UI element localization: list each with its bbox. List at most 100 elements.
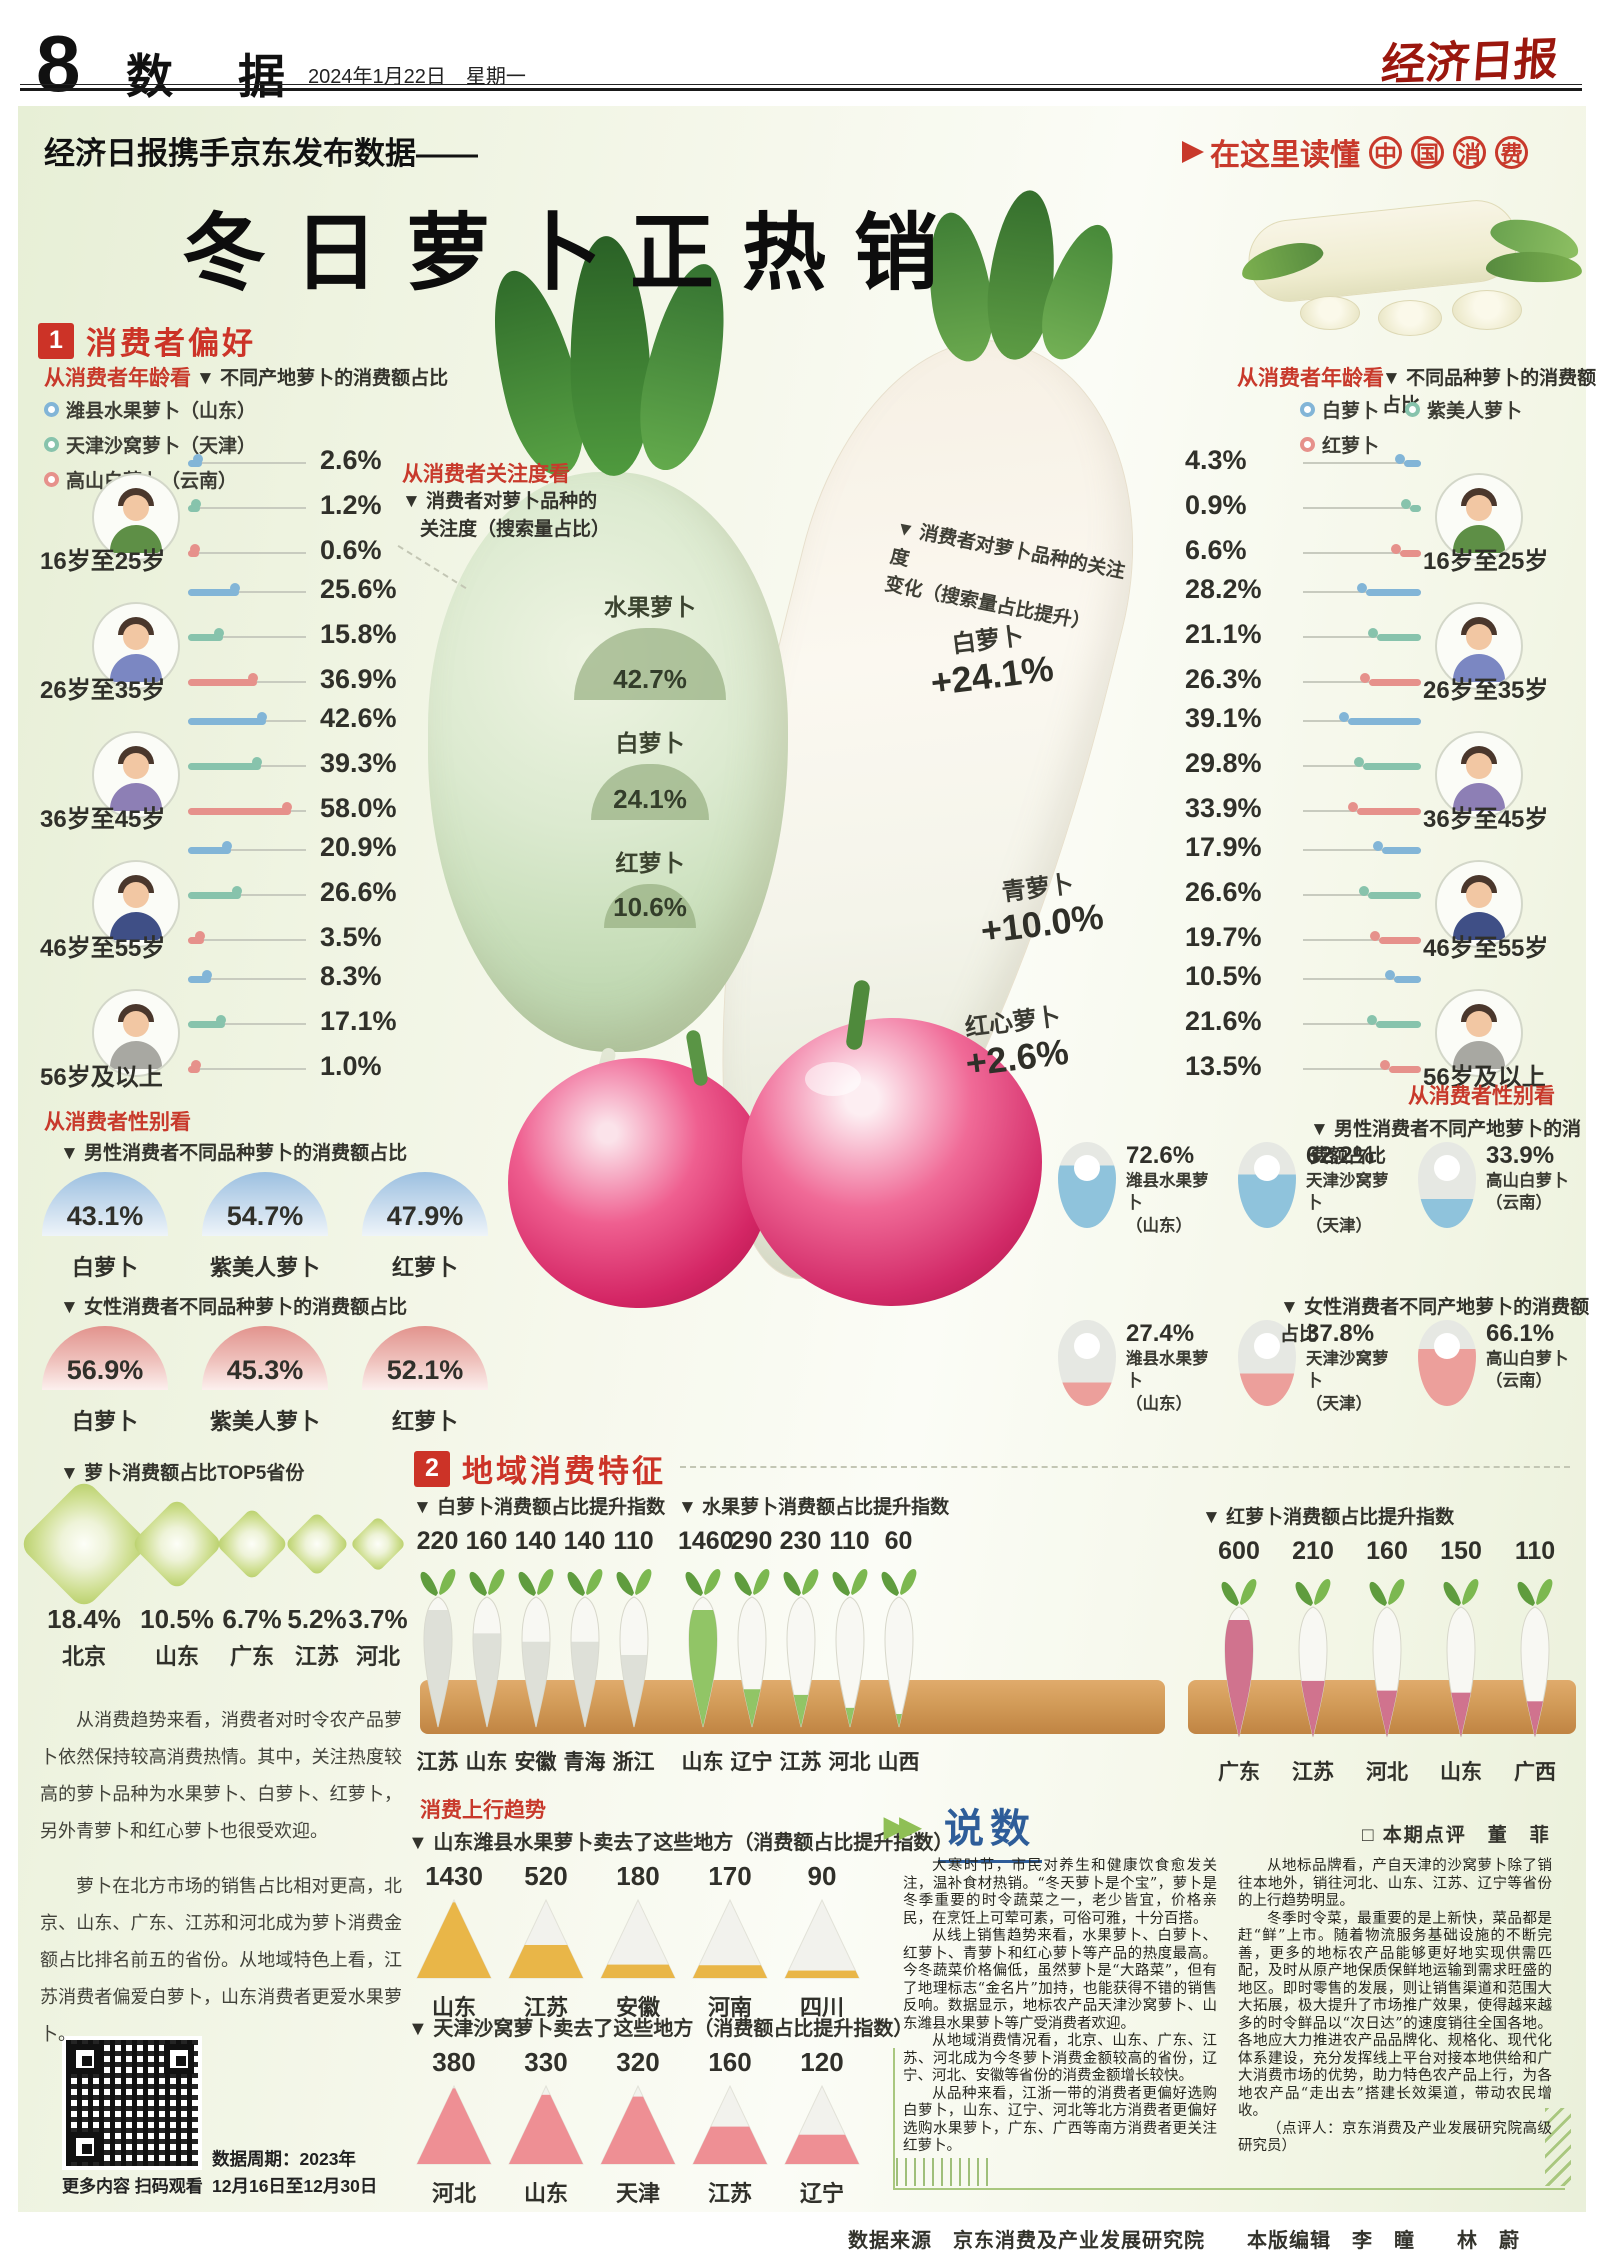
age-row [188, 672, 306, 692]
uptrend-province: 山东 [431, 1995, 476, 2020]
pin-text: 66.1% 高山白萝卜 （云南） [1486, 1320, 1569, 1415]
mountain-triangle-icon [784, 1898, 860, 1979]
weekday: 星期一 [465, 66, 526, 88]
region-index-value: 110 [829, 1527, 870, 1555]
dome-value: 52.1% [386, 1355, 464, 1385]
slogan-badge: 在这里读懂 中 国 消 费 [1182, 130, 1528, 174]
age-chart-left: 16岁至25岁 2.6% 1.2% 0.6% 26岁至35岁 25.6% 15.8% 36.9… [38, 443, 438, 1093]
pin-value: 37.8% [1306, 1320, 1375, 1347]
commentary-paragraph: 大寒时节，市民对养生和健康饮食愈发关注，温补食材热销。“冬天萝卜是个宝”，萝卜是… [903, 1858, 1217, 1927]
gender-dome: 52.1% [362, 1326, 488, 1390]
pink-radish-illustration [508, 1058, 770, 1308]
age-row-segment [1400, 550, 1421, 557]
uptrend-index-value: 520 [524, 1861, 568, 1891]
age-row [1303, 885, 1421, 905]
age-right-subtitle: ▼ 不同品种萝卜的消费额占比 [1382, 368, 1597, 416]
age-row-segment [1389, 1066, 1421, 1073]
location-pin-icon [1418, 1320, 1476, 1406]
uptrend-province: 安徽 [615, 1995, 660, 2020]
section2-title: 地域消费特征 [462, 1454, 666, 1489]
dome-label: 紫美人萝卜 [209, 1409, 320, 1434]
region-index-value: 160 [1366, 1537, 1408, 1565]
region-chart-row: 220 江苏 160 山东 140 安徽 140 青海 110 浙江 [413, 1527, 665, 1776]
uptrend-item: 320 天津 [592, 2047, 684, 2208]
top5-province-item: 10.5% 山东 [130, 1492, 224, 1671]
region-chart-title: ▼ 白萝卜消费额占比提升指数 [413, 1497, 666, 1518]
region-chart-item: 600 广东 [1202, 1537, 1276, 1786]
gender-dome-item: 47.9% 红萝卜 [362, 1172, 488, 1282]
location-pin-icon [1058, 1142, 1116, 1228]
top5-title: ▼ 萝卜消费额占比TOP5省份 [60, 1463, 305, 1484]
uptrend-index-value: 170 [708, 1861, 752, 1891]
region-chart-item: 210 江苏 [1276, 1537, 1350, 1786]
gender-dome-item: 45.3% 紫美人萝卜 [202, 1326, 328, 1436]
region-chart-item: 110 河北 [825, 1527, 874, 1776]
commentary-left-column: 大寒时节，市民对养生和健康饮食愈发关注，温补食材热销。“冬天萝卜是个宝”，萝卜是… [903, 1858, 1217, 2156]
age-row-marker-icon [1380, 1060, 1391, 1070]
section1-title: 消费者偏好 [86, 326, 256, 361]
age-row-segment [1409, 505, 1421, 512]
radish-slice [1300, 296, 1360, 330]
age-group-label: 16岁至25岁 [1423, 548, 1549, 575]
age-group-label: 56岁及以上 [1423, 1064, 1546, 1091]
uptrend-item: 520 江苏 [500, 1861, 592, 2022]
uptrend-province: 四川 [799, 1995, 844, 2020]
age-row [188, 453, 306, 473]
age-value: 17.1% [320, 1006, 397, 1036]
region-chart-item: 150 山东 [1424, 1537, 1498, 1786]
region-index-value: 290 [730, 1527, 773, 1555]
slogan-circled-char: 中 [1369, 135, 1402, 169]
top5-province: 山东 [154, 1644, 199, 1669]
region-province: 江苏 [416, 1751, 459, 1774]
mountain-triangle-icon [692, 2084, 768, 2165]
section2-number: 2 [414, 1450, 450, 1487]
consumer-avatar [1435, 989, 1523, 1077]
age-value: 20.9% [320, 832, 397, 862]
region-chart-item: 160 河北 [1350, 1537, 1424, 1786]
gender-dome: 47.9% [362, 1172, 488, 1236]
age-group: 56岁及以上 8.3% 17.1% 1.0% [38, 959, 438, 1091]
avatar-head [1466, 1011, 1492, 1037]
commentary-paragraph: 从线上销售趋势来看，水果萝卜、白萝卜、红萝卜、青萝卜和红心萝卜等产品的热度最高。… [903, 1928, 1217, 2032]
location-pin-icon [1238, 1142, 1296, 1228]
uptrend-chart-row: 1430 山东 520 江苏 180 安徽 170 河南 90 四川 [408, 1861, 953, 2022]
dome-label: 红萝卜 [391, 1409, 458, 1434]
age-row [1303, 543, 1421, 563]
age-row [1303, 711, 1421, 731]
legend-item: 潍县水果萝卜（山东） [44, 396, 256, 423]
age-row-segment [1382, 847, 1421, 854]
pin-product-name: 潍县水果萝卜 [1126, 1350, 1209, 1391]
age-value: 36.9% [320, 664, 397, 694]
age-row-marker-icon [1395, 454, 1406, 464]
age-group-label: 16岁至25岁 [40, 548, 166, 575]
pin-text: 33.9% 高山白萝卜 （云南） [1486, 1142, 1569, 1237]
female-domes: 56.9% 白萝卜 45.3% 紫美人萝卜 52.1% 红萝卜 [42, 1326, 488, 1436]
age-row [188, 543, 306, 563]
age-row-track [1303, 939, 1421, 941]
consumer-avatar [1435, 860, 1523, 948]
attention-value-shape: 42.7% [574, 628, 726, 700]
legend-dot-icon [44, 402, 59, 417]
region-chart-item: 110 广西 [1498, 1537, 1572, 1786]
age-row-marker-icon [214, 628, 225, 638]
pin-text: 37.8% 天津沙窝萝卜 （天津） [1306, 1320, 1396, 1415]
green-radish-illustration [428, 472, 788, 1052]
age-value: 4.3% [1185, 445, 1247, 475]
region-chart-item: 230 江苏 [776, 1527, 825, 1776]
age-row [188, 969, 306, 989]
mountain-triangle-icon [600, 1898, 676, 1979]
radish-bar-icon [1443, 1578, 1479, 1738]
age-row-track [1303, 507, 1421, 509]
pin-origin: （云南） [1486, 1372, 1552, 1391]
age-row-marker-icon [1354, 757, 1365, 767]
commentary-border-bottom [893, 2188, 1565, 2190]
age-row-marker-icon [202, 970, 213, 980]
masthead-logo: 经济日报 [1379, 33, 1560, 92]
pin-text: 72.6% 潍县水果萝卜 （山东） [1126, 1142, 1216, 1237]
radish-bar-icon [1295, 1578, 1331, 1738]
radish-bar-icon [469, 1568, 504, 1728]
section1-number: 1 [38, 322, 74, 359]
section1-header: 1 消费者偏好 [38, 318, 256, 363]
qr-finder [164, 2044, 194, 2074]
